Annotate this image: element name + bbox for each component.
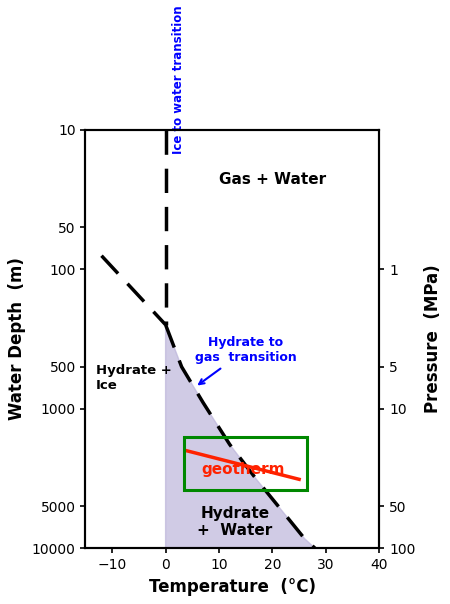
Bar xyxy=(184,437,307,490)
Text: Hydrate to
gas  transition: Hydrate to gas transition xyxy=(195,336,297,384)
Text: Ice to water transition: Ice to water transition xyxy=(172,5,185,154)
Text: geotherm: geotherm xyxy=(201,461,285,477)
Y-axis label: Pressure  (MPa): Pressure (MPa) xyxy=(423,265,441,413)
X-axis label: Temperature  (°C): Temperature (°C) xyxy=(149,577,316,596)
Y-axis label: Water Depth  (m): Water Depth (m) xyxy=(9,257,27,420)
Text: Gas + Water: Gas + Water xyxy=(219,172,326,187)
Text: Hydrate +
Ice: Hydrate + Ice xyxy=(96,364,172,392)
Polygon shape xyxy=(166,325,315,548)
Text: Hydrate
+  Water: Hydrate + Water xyxy=(198,506,273,539)
